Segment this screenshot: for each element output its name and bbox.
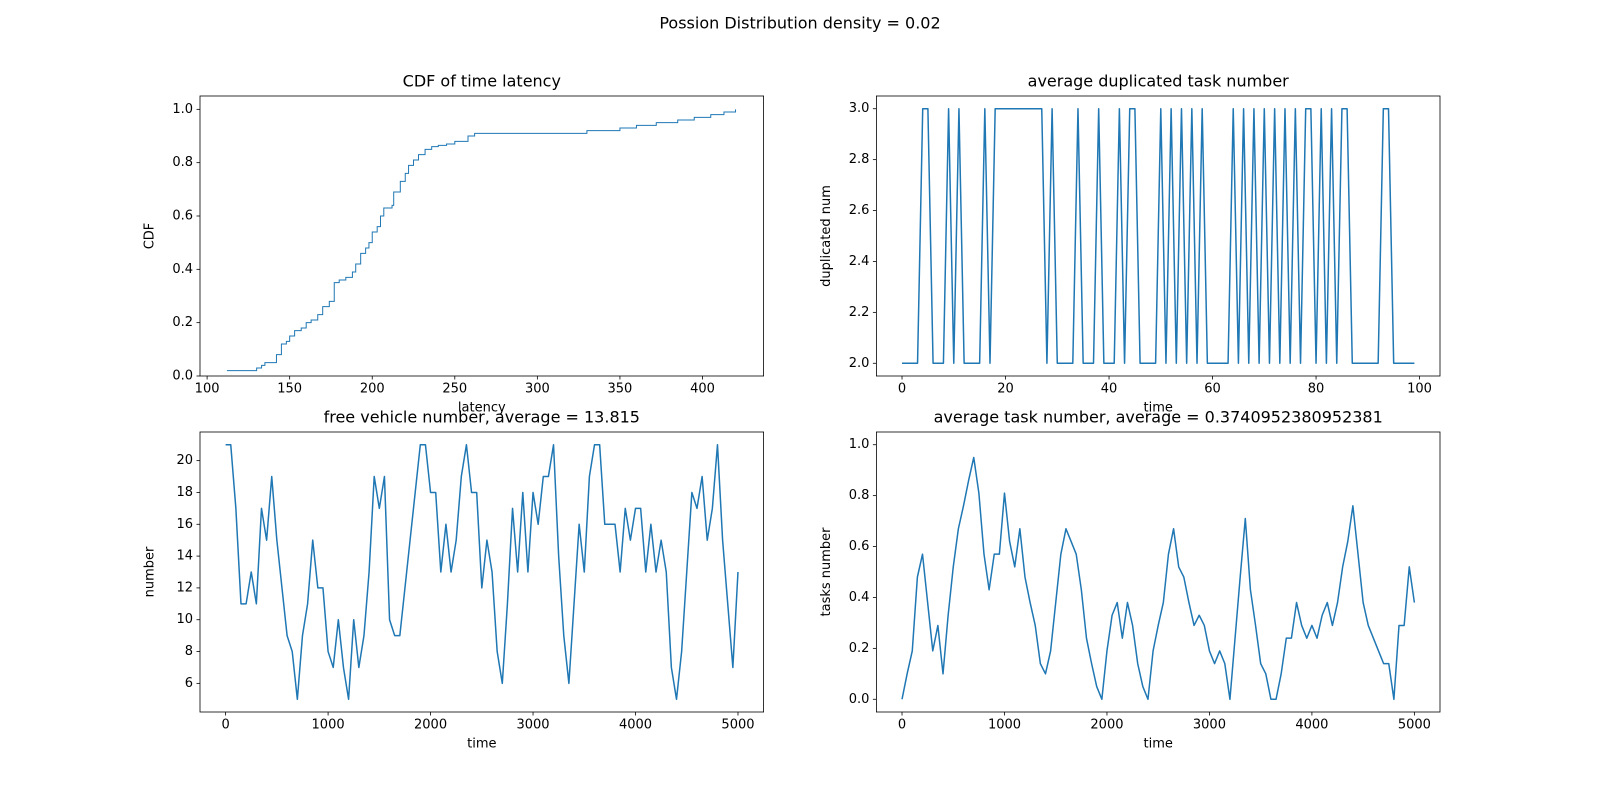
y-tick-label: 0.6: [172, 209, 193, 224]
x-tick-label: 4000: [619, 718, 652, 733]
y-tick-label: 1.0: [172, 102, 193, 117]
y-tick-label: 2.0: [849, 356, 870, 371]
y-tick-label: 0.4: [172, 262, 193, 277]
x-tick-label: 300: [525, 382, 550, 397]
y-axis-label: CDF: [143, 223, 158, 250]
axes-frame: [876, 95, 1441, 377]
y-tick-label: 0.2: [172, 315, 193, 330]
x-axis-label: latency: [458, 401, 506, 416]
x-axis-label: time: [1144, 737, 1173, 752]
x-tick-label: 2000: [1090, 718, 1123, 733]
y-tick-label: 2.6: [849, 203, 870, 218]
axes-title: average task number, average = 0.3740952…: [934, 408, 1383, 427]
x-tick-label: 150: [277, 382, 302, 397]
axes-frame: [199, 95, 764, 377]
x-tick-label: 100: [195, 382, 220, 397]
y-tick-label: 8: [185, 644, 193, 659]
x-tick-label: 3000: [516, 718, 549, 733]
x-tick-label: 40: [1101, 382, 1118, 397]
y-tick-label: 0.0: [849, 692, 870, 707]
data-line: [225, 443, 739, 701]
x-tick-label: 200: [360, 382, 385, 397]
y-tick-label: 6: [185, 676, 193, 691]
y-axis-label: number: [143, 546, 158, 597]
x-tick-label: 0: [898, 382, 906, 397]
x-tick-label: 2000: [414, 718, 447, 733]
x-tick-label: 400: [690, 382, 715, 397]
y-tick-label: 16: [176, 517, 193, 532]
y-tick-label: 20: [176, 453, 193, 468]
x-tick-label: 350: [608, 382, 633, 397]
y-tick-label: 2.8: [849, 152, 870, 167]
y-axis-label: tasks number: [819, 527, 834, 617]
y-axis-label: duplicated num: [819, 185, 834, 287]
y-tick-label: 2.2: [849, 305, 870, 320]
y-tick-label: 2.4: [849, 254, 870, 269]
figure-title: Possion Distribution density = 0.02: [659, 14, 940, 33]
x-axis-label: time: [1144, 401, 1173, 416]
axes-title: free vehicle number, average = 13.815: [324, 408, 640, 427]
x-tick-label: 5000: [721, 718, 754, 733]
x-tick-label: 20: [997, 382, 1014, 397]
data-line: [901, 456, 1416, 701]
y-tick-label: 18: [176, 485, 193, 500]
x-axis-label: time: [467, 737, 496, 752]
x-tick-label: 60: [1204, 382, 1221, 397]
axes-title: average duplicated task number: [1028, 72, 1290, 91]
y-tick-label: 1.0: [849, 437, 870, 452]
data-line: [902, 107, 1415, 365]
x-tick-label: 3000: [1193, 718, 1226, 733]
axes-frame: [199, 431, 764, 713]
x-tick-label: 5000: [1398, 718, 1431, 733]
y-tick-label: 0.4: [849, 590, 870, 605]
x-tick-label: 0: [221, 718, 229, 733]
axes-frame: [876, 431, 1441, 713]
y-tick-label: 0.8: [849, 488, 870, 503]
x-tick-label: 100: [1407, 382, 1432, 397]
x-tick-label: 1000: [988, 718, 1021, 733]
x-tick-label: 80: [1308, 382, 1325, 397]
x-tick-label: 250: [442, 382, 467, 397]
axes-title: CDF of time latency: [403, 72, 561, 91]
y-tick-label: 10: [176, 612, 193, 627]
x-tick-label: 1000: [312, 718, 345, 733]
y-tick-label: 12: [176, 580, 193, 595]
y-tick-label: 14: [176, 549, 193, 564]
cdf-step: [226, 109, 737, 372]
y-tick-label: 0.0: [172, 369, 193, 384]
y-tick-label: 0.2: [849, 641, 870, 656]
y-tick-label: 0.6: [849, 539, 870, 554]
y-tick-label: 3.0: [849, 101, 870, 116]
x-tick-label: 0: [898, 718, 906, 733]
x-tick-label: 4000: [1295, 718, 1328, 733]
y-tick-label: 0.8: [172, 155, 193, 170]
